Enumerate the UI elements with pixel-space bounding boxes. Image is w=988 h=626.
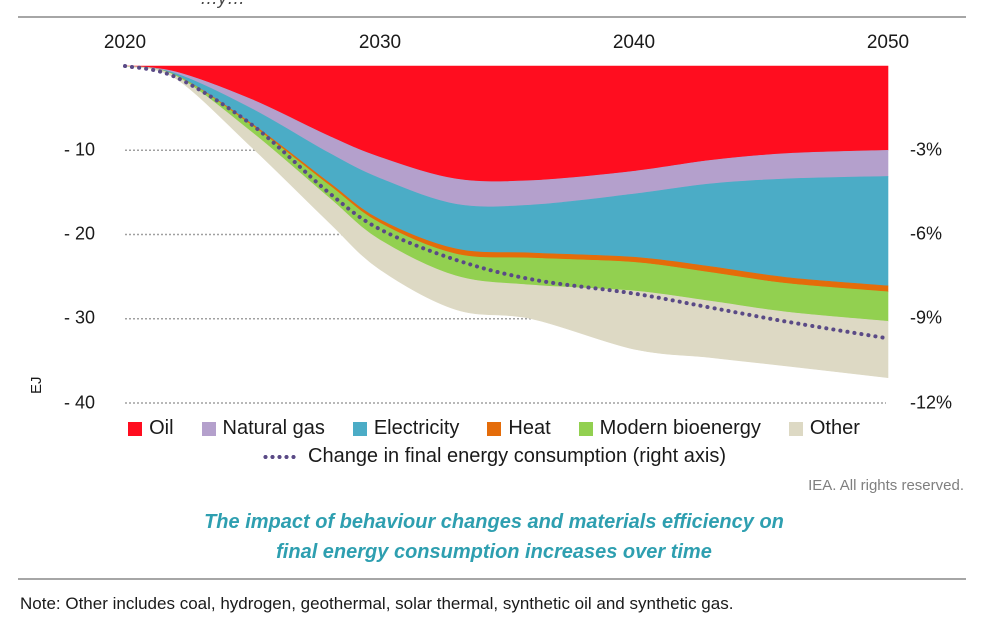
chart-legend: Oil Natural gas Electricity Heat Modern … — [0, 417, 988, 440]
legend-label: Oil — [149, 417, 174, 439]
footnote: Note: Other includes coal, hydrogen, geo… — [20, 594, 734, 613]
x-tick-label: 2030 — [358, 32, 402, 53]
legend-item-other: Other — [788, 417, 860, 440]
credit-text: IEA. All rights reserved. — [808, 477, 964, 494]
legend-swatch — [578, 421, 593, 436]
legend-label: Change in final energy consumption (righ… — [308, 445, 726, 467]
top-rule — [18, 16, 966, 18]
legend-swatch — [788, 421, 803, 436]
caption-line: final energy consumption increases over … — [276, 541, 712, 563]
x-tick-label: 2050 — [866, 32, 910, 53]
legend-item-heat: Heat — [487, 417, 551, 440]
legend-swatch — [201, 421, 216, 436]
legend-label: Natural gas — [222, 417, 325, 439]
x-tick-label: 2020 — [103, 32, 147, 53]
chart-plot-area — [123, 64, 890, 404]
legend-item-modern-bioenergy: Modern bioenergy — [578, 417, 761, 440]
y-tick-label: - 10 — [64, 139, 96, 160]
y2-tick-label: -6% — [910, 223, 943, 244]
legend-item-oil: Oil — [128, 417, 174, 440]
legend-label: Electricity — [373, 417, 460, 439]
stacked-areas — [124, 65, 889, 379]
legend-label: Heat — [508, 417, 551, 439]
dotted-line-icon — [262, 453, 296, 460]
legend-swatch — [352, 421, 367, 436]
line-legend: Change in final energy consumption (righ… — [0, 445, 988, 468]
legend-label: Modern bioenergy — [599, 417, 761, 439]
y2-tick-label: -3% — [910, 139, 943, 160]
legend-swatch — [128, 421, 143, 436]
y-tick-label: - 20 — [64, 223, 96, 244]
y2-tick-label: -12% — [910, 392, 953, 413]
consumption-line-layer — [123, 64, 890, 341]
legend-item-consumption-line: Change in final energy consumption (righ… — [262, 445, 726, 468]
y-tick-label: - 40 — [64, 392, 96, 413]
legend-item-natural-gas: Natural gas — [201, 417, 325, 440]
y2-tick-label: -9% — [910, 307, 943, 328]
consumption-change-line — [123, 64, 890, 341]
page-title-fragment: …y… — [200, 0, 245, 9]
x-tick-label: 2040 — [612, 32, 656, 53]
caption-line: The impact of behaviour changes and mate… — [204, 511, 784, 533]
legend-swatch — [487, 421, 502, 436]
y-tick-label: - 30 — [64, 307, 96, 328]
legend-item-electricity: Electricity — [352, 417, 460, 440]
legend-label: Other — [809, 417, 860, 439]
area-other — [124, 65, 889, 379]
bottom-rule — [18, 578, 966, 580]
